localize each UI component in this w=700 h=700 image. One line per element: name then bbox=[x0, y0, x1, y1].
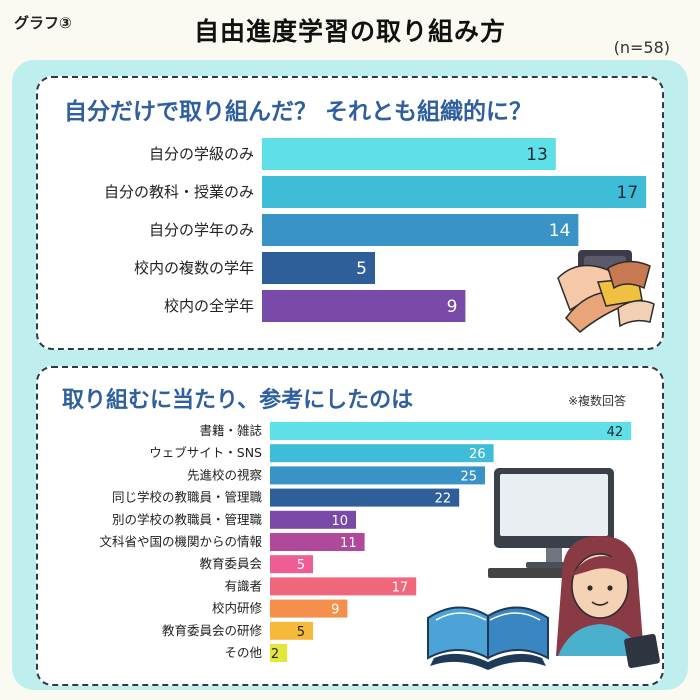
chart-card-organization: 自分だけで取り組んだ？ それとも組織的に？ 自分の学級のみ 13 自分の教科・授業の… bbox=[36, 76, 664, 350]
category-label: 先進校の視察 bbox=[187, 467, 263, 482]
bar bbox=[270, 488, 460, 507]
bar bbox=[270, 621, 313, 640]
chart-2-title: 取り組むに当たり、参考にしたのは bbox=[62, 388, 414, 413]
multiple-answer-note: ※複数回答 bbox=[567, 394, 626, 408]
chart-1-title: 自分だけで取り組んだ？ それとも組織的に？ bbox=[64, 99, 533, 125]
data-label: 17 bbox=[392, 580, 409, 595]
data-label: 5 bbox=[297, 558, 305, 573]
category-label: 有識者 bbox=[224, 578, 262, 593]
category-label: 校内研修 bbox=[212, 601, 263, 616]
data-label: 14 bbox=[549, 221, 571, 241]
data-label: 22 bbox=[435, 492, 452, 507]
data-label: 5 bbox=[297, 625, 305, 640]
data-label: 11 bbox=[340, 536, 357, 551]
bar bbox=[270, 644, 288, 662]
category-label: 校内の全学年 bbox=[164, 297, 254, 315]
category-label: 校内の複数の学年 bbox=[134, 259, 254, 277]
category-label: 書籍・雑誌 bbox=[199, 423, 262, 438]
data-label: 9 bbox=[447, 297, 458, 317]
bar bbox=[262, 214, 579, 246]
bar bbox=[270, 510, 356, 529]
data-label: 9 bbox=[331, 603, 339, 618]
category-label: 文科省や国の機関からの情報 bbox=[99, 534, 262, 549]
bar bbox=[270, 533, 365, 551]
chart-card-references: 取り組むに当たり、参考にしたのは ※複数回答 書籍・雑誌 4 bbox=[36, 366, 664, 686]
hands-together-icon bbox=[557, 250, 655, 334]
data-label: 10 bbox=[331, 514, 348, 529]
bar bbox=[262, 290, 466, 322]
category-label: 教育委員会 bbox=[199, 556, 262, 571]
sample-size: (n=58) bbox=[613, 38, 670, 57]
page-title: 自由進度学習の取り組み方 bbox=[193, 17, 506, 46]
bar bbox=[270, 422, 632, 440]
bar bbox=[262, 176, 647, 208]
bar bbox=[270, 466, 485, 485]
bar bbox=[270, 577, 417, 596]
chart-1-svg: 自分の学級のみ 13 自分の教科・授業のみ 17 自分の学年のみ 14 校内の複数の学年 5 校… bbox=[104, 138, 655, 334]
category-label: ウェブサイト・SNS bbox=[149, 445, 262, 460]
category-label: 自分の教科・授業のみ bbox=[104, 183, 254, 201]
category-label: 教育委員会の研修 bbox=[162, 623, 263, 638]
bar bbox=[262, 252, 375, 284]
data-label: 42 bbox=[607, 425, 624, 440]
graph-tag: グラフ③ bbox=[14, 14, 72, 32]
bar bbox=[270, 555, 313, 574]
data-label: 2 bbox=[271, 647, 279, 662]
data-label: 13 bbox=[526, 145, 548, 165]
open-book-icon bbox=[427, 606, 549, 670]
data-label: 5 bbox=[356, 259, 367, 279]
data-label: 26 bbox=[469, 447, 486, 462]
data-label: 25 bbox=[460, 469, 477, 484]
category-label: 自分の学級のみ bbox=[149, 145, 254, 163]
bar bbox=[262, 138, 556, 170]
data-label: 17 bbox=[617, 183, 639, 203]
teacher-icon bbox=[556, 536, 660, 669]
category-label: その他 bbox=[224, 645, 262, 660]
category-label: 同じ学校の教職員・管理職 bbox=[112, 490, 263, 505]
bar bbox=[270, 444, 494, 463]
bar bbox=[270, 599, 348, 618]
category-label: 自分の学年のみ bbox=[149, 221, 254, 239]
category-label: 別の学校の教職員・管理職 bbox=[112, 512, 263, 527]
